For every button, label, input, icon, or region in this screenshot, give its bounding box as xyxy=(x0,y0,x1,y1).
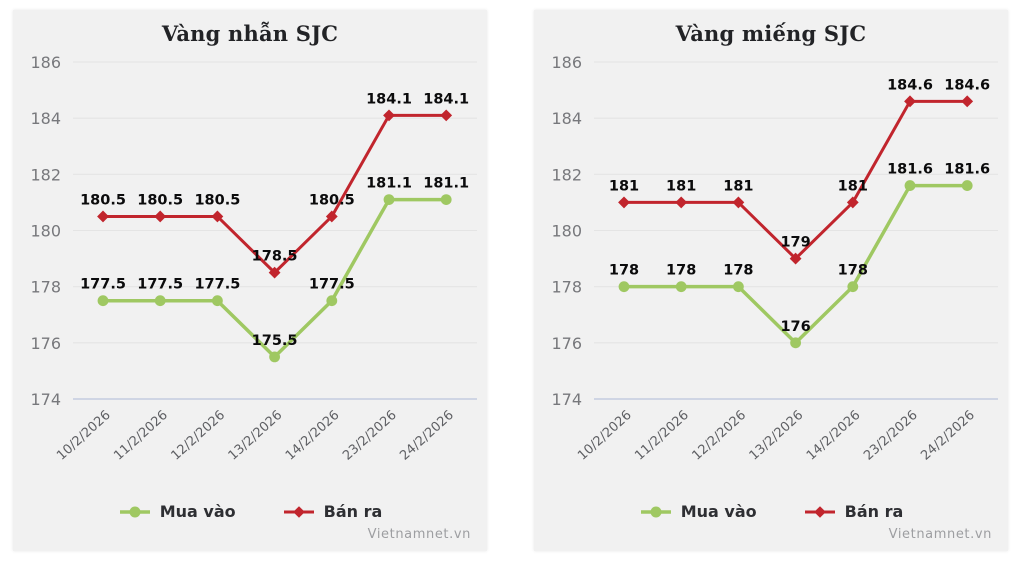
svg-text:10/2/2026: 10/2/2026 xyxy=(54,408,114,464)
svg-text:184.1: 184.1 xyxy=(423,91,469,107)
svg-text:14/2/2026: 14/2/2026 xyxy=(283,408,343,464)
chart-card-vang-nhan-sjc: Vàng nhẫn SJC 174 176 178 180 182 184 186 10/2/… xyxy=(13,10,487,551)
watermark: Vietnamnet.vn xyxy=(888,527,992,542)
svg-text:12/2/2026: 12/2/2026 xyxy=(168,408,228,464)
svg-text:11/2/2026: 11/2/2026 xyxy=(111,408,171,464)
legend-item-sell[interactable]: Bán ra xyxy=(803,502,904,521)
line-chart-canvas: 17417617818018218418610/2/202611/2/20261… xyxy=(551,53,998,464)
svg-text:177.5: 177.5 xyxy=(80,277,126,293)
svg-text:182: 182 xyxy=(30,165,61,184)
chart-legend: Mua vào Bán ra xyxy=(13,502,487,521)
svg-text:181.1: 181.1 xyxy=(366,176,412,192)
svg-text:24/2/2026: 24/2/2026 xyxy=(918,408,978,464)
svg-text:178: 178 xyxy=(723,263,753,279)
svg-text:181: 181 xyxy=(838,178,868,194)
svg-text:186: 186 xyxy=(551,53,582,72)
svg-text:179: 179 xyxy=(780,235,810,251)
svg-text:178: 178 xyxy=(838,263,868,279)
svg-text:177.5: 177.5 xyxy=(309,277,355,293)
svg-text:13/2/2026: 13/2/2026 xyxy=(747,408,807,464)
svg-text:178: 178 xyxy=(30,278,61,297)
svg-text:184.1: 184.1 xyxy=(366,91,412,107)
svg-text:182: 182 xyxy=(551,165,582,184)
svg-text:178.5: 178.5 xyxy=(252,249,298,265)
legend-label-sell: Bán ra xyxy=(323,502,383,521)
svg-text:177.5: 177.5 xyxy=(194,277,240,293)
legend-label-buy: Mua vào xyxy=(159,502,236,521)
svg-text:181.6: 181.6 xyxy=(887,162,933,178)
svg-text:14/2/2026: 14/2/2026 xyxy=(804,408,864,464)
legend-item-sell[interactable]: Bán ra xyxy=(282,502,383,521)
svg-text:13/2/2026: 13/2/2026 xyxy=(226,408,286,464)
svg-text:10/2/2026: 10/2/2026 xyxy=(575,408,635,464)
svg-text:177.5: 177.5 xyxy=(137,277,183,293)
line-chart-canvas: 17417617818018218418610/2/202611/2/20261… xyxy=(30,53,477,464)
svg-text:181: 181 xyxy=(723,178,753,194)
svg-text:178: 178 xyxy=(551,278,582,297)
chart-legend: Mua vào Bán ra xyxy=(534,502,1008,521)
buy-line-circle-icon xyxy=(119,506,150,517)
svg-text:174: 174 xyxy=(30,390,61,409)
svg-text:175.5: 175.5 xyxy=(252,333,298,349)
svg-text:174: 174 xyxy=(551,390,582,409)
legend-item-buy[interactable]: Mua vào xyxy=(639,502,757,521)
svg-text:184.6: 184.6 xyxy=(944,77,990,93)
svg-text:180.5: 180.5 xyxy=(194,192,240,208)
legend-item-buy[interactable]: Mua vào xyxy=(118,502,236,521)
svg-text:180.5: 180.5 xyxy=(80,192,126,208)
svg-text:181: 181 xyxy=(666,178,696,194)
svg-text:180: 180 xyxy=(551,222,582,241)
svg-text:176: 176 xyxy=(780,319,810,335)
buy-line-circle-icon xyxy=(640,506,671,517)
svg-text:184.6: 184.6 xyxy=(887,77,933,93)
chart-title: Vàng nhẫn SJC xyxy=(161,21,339,46)
legend-label-buy: Mua vào xyxy=(680,502,757,521)
svg-text:24/2/2026: 24/2/2026 xyxy=(397,408,457,464)
sell-line-diamond-icon xyxy=(283,505,314,518)
svg-text:11/2/2026: 11/2/2026 xyxy=(632,408,692,464)
svg-text:176: 176 xyxy=(551,334,582,353)
svg-text:181.6: 181.6 xyxy=(944,162,990,178)
chart-card-vang-mieng-sjc: Vàng miếng SJC 174 176 178 180 182 184 186 10/2… xyxy=(534,10,1008,551)
svg-text:180: 180 xyxy=(30,222,61,241)
svg-text:186: 186 xyxy=(30,53,61,72)
svg-text:180.5: 180.5 xyxy=(309,192,355,208)
svg-text:12/2/2026: 12/2/2026 xyxy=(689,408,749,464)
svg-text:181: 181 xyxy=(609,178,639,194)
svg-text:23/2/2026: 23/2/2026 xyxy=(861,408,921,464)
sell-line-diamond-icon xyxy=(804,505,835,518)
svg-text:178: 178 xyxy=(666,263,696,279)
svg-text:181.1: 181.1 xyxy=(423,176,469,192)
svg-text:178: 178 xyxy=(609,263,639,279)
svg-text:23/2/2026: 23/2/2026 xyxy=(340,408,400,464)
svg-text:184: 184 xyxy=(551,109,582,128)
legend-label-sell: Bán ra xyxy=(844,502,904,521)
watermark: Vietnamnet.vn xyxy=(367,527,471,542)
svg-text:184: 184 xyxy=(30,109,61,128)
svg-text:176: 176 xyxy=(30,334,61,353)
svg-text:180.5: 180.5 xyxy=(137,192,183,208)
chart-title: Vàng miếng SJC xyxy=(675,21,867,46)
